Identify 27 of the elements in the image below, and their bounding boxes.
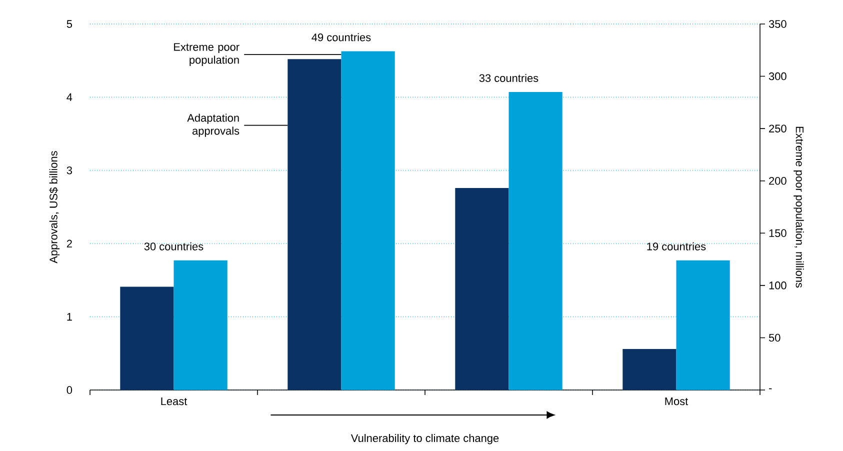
annotation: 33 countries xyxy=(479,74,538,82)
annotation: 30 countries xyxy=(144,242,204,250)
y-tick-label: 0 xyxy=(66,386,72,394)
y2-axis-title: Extreme poor population, millions xyxy=(794,126,804,288)
text: Adaptation approvals xyxy=(187,114,240,137)
y-axis-title: Approvals, US$ billions xyxy=(49,151,60,264)
y-tick-label: 1 xyxy=(67,313,72,321)
bar xyxy=(622,349,676,390)
y-tick-label: 4 xyxy=(66,93,72,101)
y2-tick-label: 100 xyxy=(769,282,786,290)
x-axis-title: Vulnerability to climate change xyxy=(350,434,499,444)
y2-tick-label: - xyxy=(769,388,772,390)
x-tick-label: Least xyxy=(161,398,188,406)
y2-tick-label: 50 xyxy=(768,334,780,342)
y-tick-label: 2 xyxy=(66,240,72,248)
bar xyxy=(676,260,730,390)
annotation: 49 countries xyxy=(312,33,371,42)
text: Extreme poor population xyxy=(174,43,240,66)
y2-tick-label: 250 xyxy=(769,124,786,132)
y-tick-label: 5 xyxy=(66,20,72,28)
x-tick-label: Most xyxy=(665,398,688,406)
y2-tick-label: 150 xyxy=(769,229,786,238)
y-tick-label: 3 xyxy=(66,166,72,174)
y2-tick-label: 350 xyxy=(768,20,786,28)
annotation: 19 countries xyxy=(647,242,706,250)
y2-tick-label: 200 xyxy=(769,176,786,185)
y2-tick-label: 300 xyxy=(768,72,786,80)
